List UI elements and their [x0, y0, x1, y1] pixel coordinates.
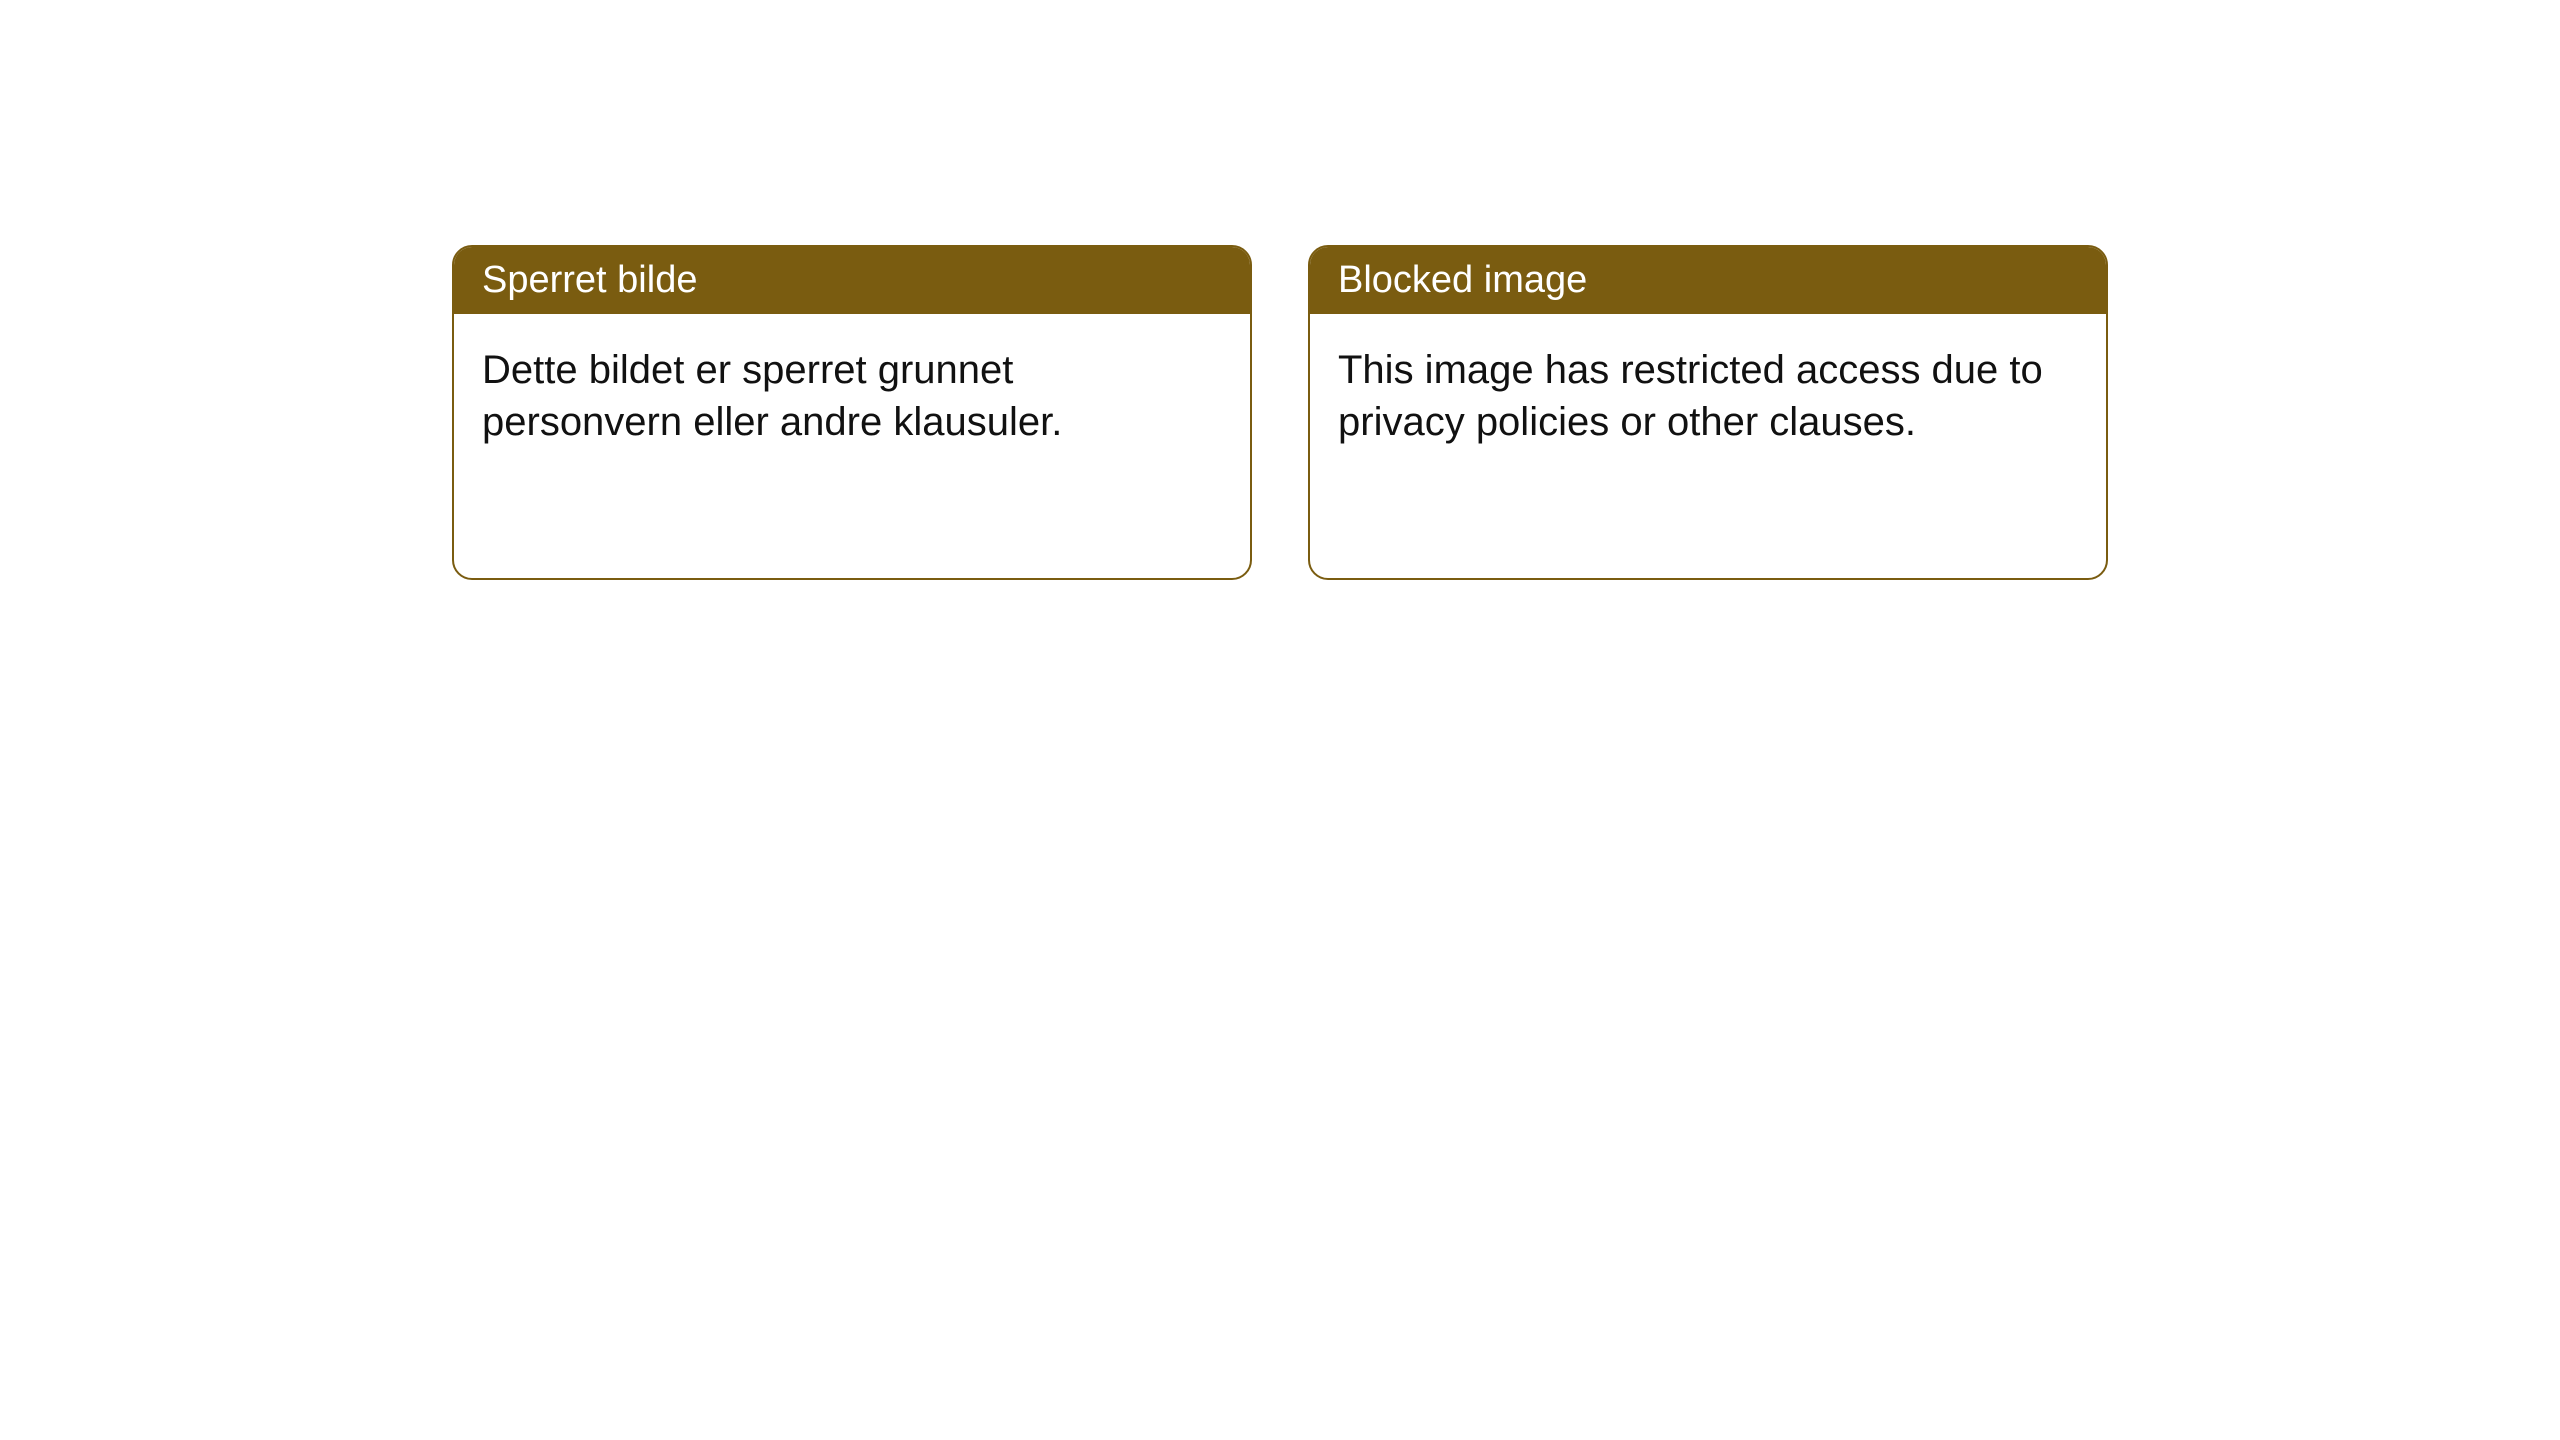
panel-title-norwegian: Sperret bilde [482, 259, 697, 301]
panel-message-norwegian: Dette bildet er sperret grunnet personve… [482, 348, 1062, 444]
panel-header-norwegian: Sperret bilde [454, 247, 1250, 314]
panel-body-norwegian: Dette bildet er sperret grunnet personve… [454, 314, 1250, 478]
panel-message-english: This image has restricted access due to … [1338, 348, 2043, 444]
blocked-image-panel-norwegian: Sperret bilde Dette bildet er sperret gr… [452, 245, 1252, 580]
panel-title-english: Blocked image [1338, 259, 1587, 301]
notice-container: Sperret bilde Dette bildet er sperret gr… [0, 0, 2560, 580]
blocked-image-panel-english: Blocked image This image has restricted … [1308, 245, 2108, 580]
panel-body-english: This image has restricted access due to … [1310, 314, 2106, 478]
panel-header-english: Blocked image [1310, 247, 2106, 314]
